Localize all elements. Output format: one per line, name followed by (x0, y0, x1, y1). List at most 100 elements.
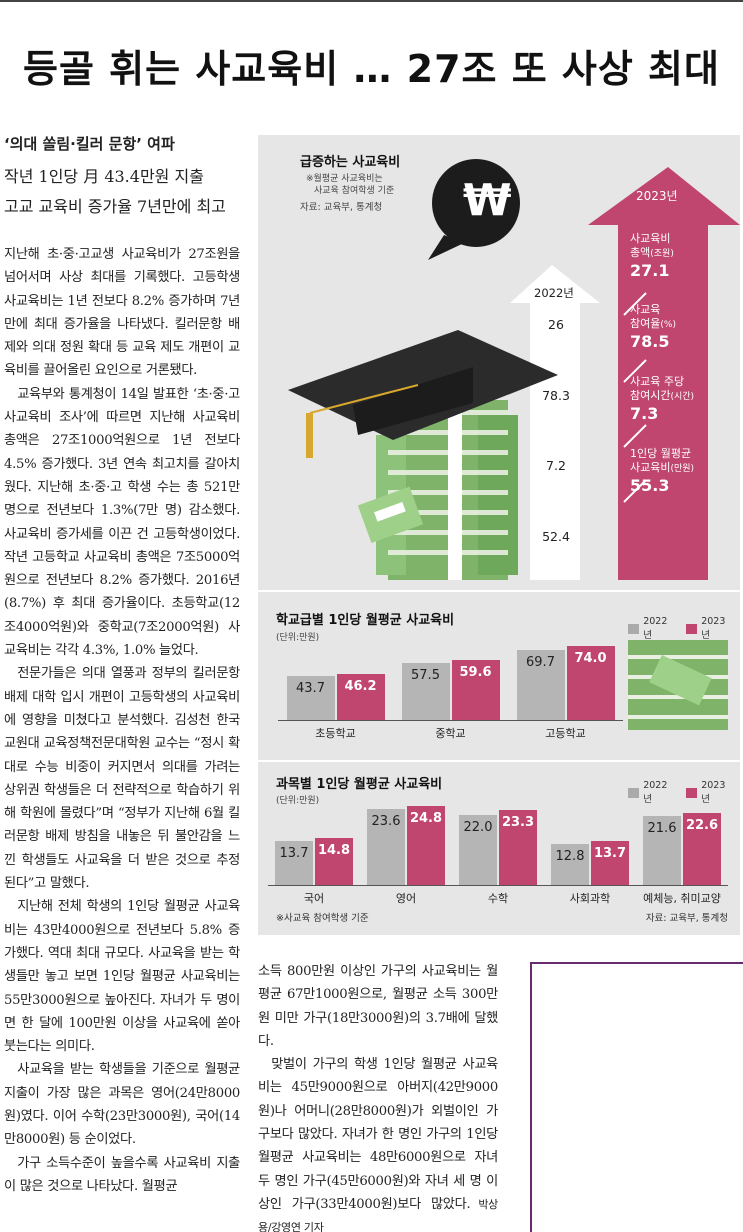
bar-value-label: 46.2 (344, 678, 377, 694)
legend-swatch-2022 (628, 623, 640, 634)
bar-value-label: 23.6 (371, 814, 401, 830)
metric-label: 총액 (630, 246, 651, 259)
metric-unit: (시간) (670, 392, 695, 402)
chart2-legend: 2022년 2023년 (628, 780, 740, 805)
bar-2023 (683, 812, 721, 885)
money-bundle-illustration (628, 640, 728, 730)
metric-unit: (%) (660, 320, 676, 330)
legend-label: 2022년 (643, 780, 668, 805)
paragraph: 소득 800만원 이상인 가구의 사교육비는 월평균 67만1000원으로, 월… (258, 964, 498, 1049)
paragraph: 지난해 초·중·고교생 사교육비가 27조원을 넘어서며 사상 최대를 기록했다… (4, 247, 240, 379)
article-bottom-column: 소득 800만원 이상인 가구의 사교육비는 월평균 67만1000원으로, 월… (258, 960, 498, 1232)
year-2023-label: 2023년 (636, 189, 678, 203)
adjacent-box (530, 962, 743, 1232)
bar-value-label: 57.5 (411, 667, 440, 683)
bar-value-label: 23.3 (501, 815, 535, 831)
paragraph: 교육부와 통계청이 14일 발표한 ‘초·중·고 사교육비 조사’에 따르면 지… (4, 386, 240, 659)
chart2-title: 과목별 1인당 월평균 사교육비 (276, 777, 443, 792)
metric-label: 사교육 (630, 303, 661, 316)
value-2023: 55.3 (630, 476, 670, 495)
bar-value-label: 12.8 (555, 849, 585, 865)
metric-label: 사교육 주당 (630, 375, 685, 388)
byline: 박상용/강영연 기자 (258, 1197, 498, 1232)
bar-value-label: 14.8 (317, 842, 351, 858)
subhead-2: 작년 1인당 月 43.4만원 지출 (4, 167, 204, 186)
won-icon: ₩ (463, 175, 512, 226)
metric-label: 1인당 월평균 (630, 447, 692, 460)
bar-value-label: 13.7 (593, 846, 627, 862)
chart2-source: 자료: 교육부, 통계청 (645, 913, 728, 924)
value-2022: 7.2 (546, 458, 566, 473)
bar-2022 (401, 662, 450, 720)
legend-label: 2023년 (701, 616, 726, 641)
year-2022-label: 2022년 (534, 286, 574, 300)
legend-label: 2022년 (643, 616, 668, 641)
value-2022: 52.4 (542, 529, 570, 544)
graphic-note: ※월평균 사교육비는 사교육 참여학생 기준 (306, 173, 394, 197)
infographic-artwork (258, 159, 740, 762)
metric-label: 사교육비 (630, 461, 671, 474)
subhead-3: 고교 교육비 증가율 7년만에 최고 (4, 197, 226, 216)
category-label: 사회과학 (569, 892, 611, 905)
bar-2022 (643, 815, 681, 885)
won-speech-bubble (428, 159, 520, 260)
metric-label: 참여율 (630, 317, 661, 330)
value-2023: 27.1 (630, 261, 670, 280)
graphic-source: 자료: 교육부, 통계청 (300, 202, 383, 213)
value-2023: 78.5 (630, 332, 670, 351)
headline: 등골 휘는 사교육비 … 27조 또 사상 최대 (23, 47, 720, 91)
metric-monthly: 1인당 월평균 사교육비(만원) 55.3 (630, 447, 694, 495)
metric-unit: (만원) (670, 464, 695, 474)
paragraph: 전문가들은 의대 열풍과 정부의 킬러문항 배제 대학 입시 개편이 고등학생의… (4, 666, 240, 892)
note-line: 사교육 참여학생 기준 (314, 186, 395, 196)
bar-2023 (315, 837, 353, 885)
bar-value-label: 21.6 (647, 820, 677, 836)
bar-2023 (591, 841, 629, 885)
chart2-footnote: ※사교육 참여학생 기준 (276, 913, 369, 924)
legend-swatch-2023 (686, 623, 698, 634)
bar-2023 (499, 810, 537, 885)
value-2022: 78.3 (542, 388, 570, 403)
article-left-column: 지난해 초·중·고교생 사교육비가 27조원을 넘어서며 사상 최대를 기록했다… (4, 243, 240, 1198)
paragraph: 가구 소득수준이 높을수록 사교육비 지출이 많은 것으로 나타났다. 월평균 (4, 1155, 240, 1194)
legend-swatch-2022 (628, 787, 640, 798)
bar-2023 (566, 646, 615, 720)
legend-label: 2023년 (701, 780, 726, 805)
metric-label: 참여시간 (630, 389, 671, 402)
paragraph: 지난해 전체 학생의 1인당 월평균 사교육비는 43만4000원으로 전년보다… (4, 899, 240, 1055)
chart1-legend: 2022년 2023년 (628, 616, 740, 641)
metric-label: 사교육비 (630, 232, 671, 245)
note-line: ※월평균 사교육비는 (306, 174, 383, 184)
category-label: 영어 (395, 892, 417, 905)
graduation-cap-illustration (288, 330, 558, 458)
arrow-2023 (588, 167, 740, 580)
metric-hours: 사교육 주당 참여시간(시간) 7.3 (630, 375, 694, 423)
category-label: 국어 (303, 892, 325, 905)
category-label: 고등학교 (545, 727, 586, 740)
bar-value-label: 43.7 (296, 681, 325, 697)
chart2-unit: (단위:만원) (276, 796, 320, 806)
arrow-2022 (510, 265, 600, 580)
bar-value-label: 22.0 (463, 819, 493, 835)
category-label: 초등학교 (315, 727, 356, 740)
legend-swatch-2023 (686, 787, 698, 798)
bar-value-label: 22.6 (685, 817, 719, 833)
bar-2022 (459, 814, 497, 885)
bar-value-label: 74.0 (574, 651, 607, 666)
value-2023: 7.3 (630, 404, 659, 423)
metric-total: 사교육비 총액(조원) 27.1 (630, 232, 674, 280)
infographic: ₩ 급증하는 사교육비 ※월평균 사교육비는 사교육 참여학생 기준 자료: 교… (258, 135, 740, 935)
bar-value-label: 59.6 (459, 665, 492, 681)
metric-unit: (조원) (650, 249, 674, 259)
bar-2022 (367, 809, 405, 885)
chart1-unit: (단위:만원) (276, 633, 320, 643)
x-axis (278, 720, 623, 721)
paragraph: 사교육을 받는 학생들을 기준으로 월평균 지출이 가장 많은 과목은 영어(2… (4, 1062, 240, 1148)
category-label: 수학 (487, 892, 509, 905)
chart1-title: 학교급별 1인당 월평균 사교육비 (276, 613, 455, 628)
bar-2022 (286, 676, 335, 720)
bar-2022 (275, 841, 313, 885)
bar-2023 (407, 805, 445, 885)
graphic-title: 급증하는 사교육비 (300, 155, 401, 170)
metric-participation: 사교육 참여율(%) 78.5 (630, 303, 676, 351)
